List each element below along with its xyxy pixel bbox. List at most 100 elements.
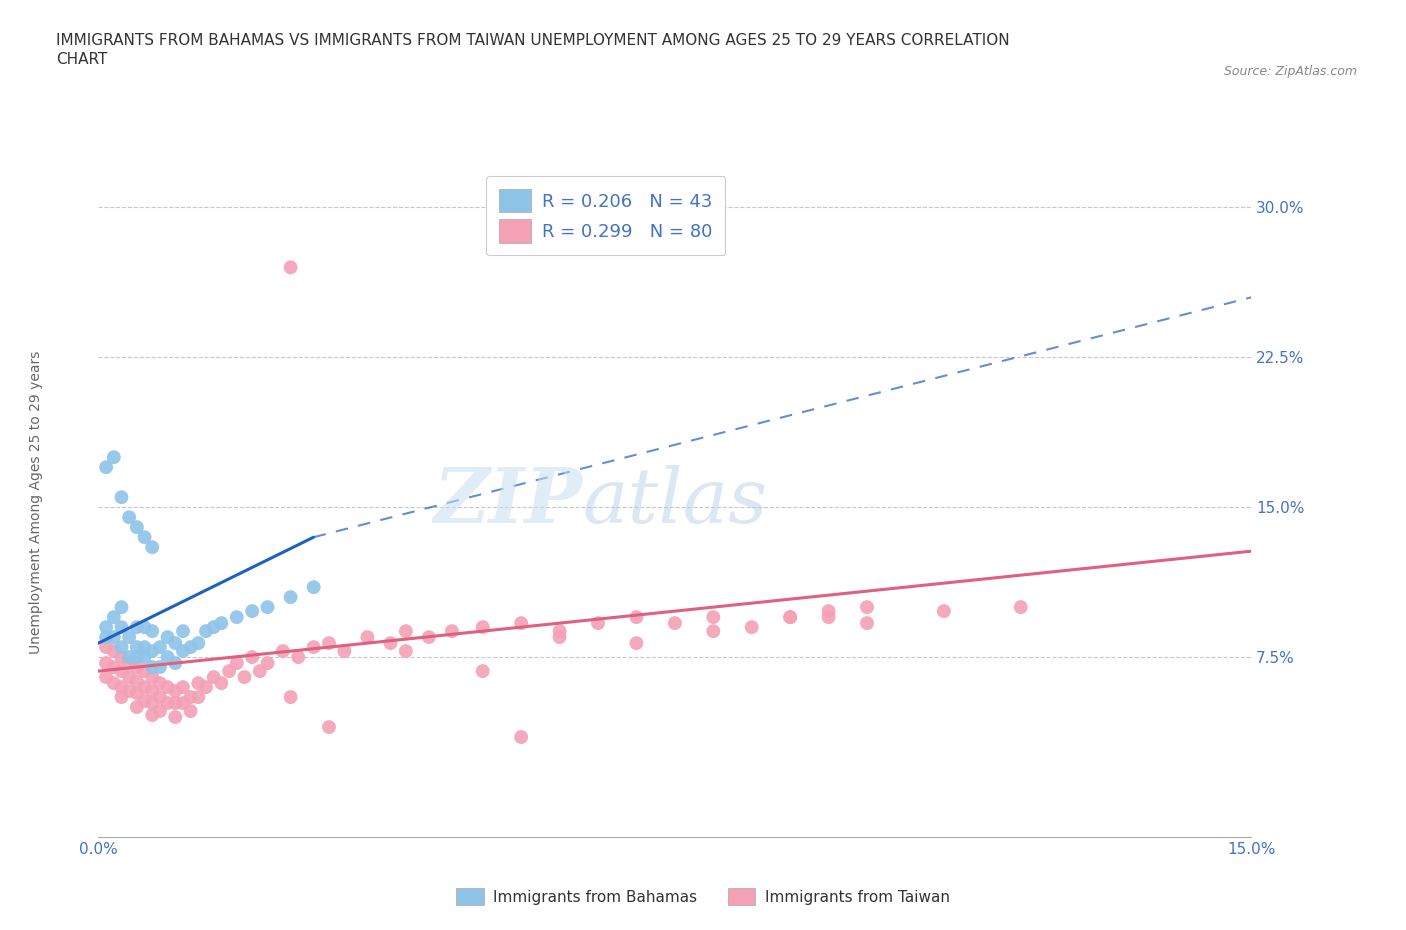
- Point: [240, 604, 263, 618]
- Point: [233, 670, 256, 684]
- Point: [94, 640, 117, 655]
- Point: [471, 664, 494, 679]
- Point: [172, 624, 194, 639]
- Point: [702, 624, 724, 639]
- Point: [94, 619, 117, 634]
- Point: [180, 704, 202, 719]
- Point: [118, 630, 141, 644]
- Point: [134, 530, 156, 545]
- Point: [110, 490, 132, 505]
- Point: [702, 610, 724, 625]
- Point: [195, 680, 218, 695]
- Point: [134, 680, 156, 695]
- Point: [256, 656, 278, 671]
- Point: [156, 680, 179, 695]
- Point: [202, 619, 225, 634]
- Point: [172, 696, 194, 711]
- Point: [318, 720, 340, 735]
- Point: [225, 610, 247, 625]
- Point: [664, 616, 686, 631]
- Point: [141, 708, 163, 723]
- Point: [440, 624, 463, 639]
- Point: [380, 636, 402, 651]
- Point: [103, 630, 125, 644]
- Point: [110, 600, 132, 615]
- Point: [103, 659, 125, 674]
- Point: [110, 650, 132, 665]
- Point: [195, 624, 218, 639]
- Point: [249, 664, 271, 679]
- Point: [302, 579, 325, 594]
- Point: [165, 636, 187, 651]
- Point: [333, 644, 356, 658]
- Point: [626, 636, 648, 651]
- Point: [141, 670, 163, 684]
- Point: [94, 630, 117, 644]
- Point: [125, 619, 148, 634]
- Point: [141, 539, 163, 554]
- Point: [156, 650, 179, 665]
- Point: [209, 616, 232, 631]
- Text: ZIP: ZIP: [434, 465, 582, 539]
- Point: [110, 619, 132, 634]
- Point: [395, 644, 418, 658]
- Point: [110, 664, 132, 679]
- Point: [118, 656, 141, 671]
- Point: [134, 664, 156, 679]
- Point: [287, 650, 309, 665]
- Point: [103, 450, 125, 465]
- Point: [141, 644, 163, 658]
- Point: [125, 685, 148, 700]
- Point: [318, 636, 340, 651]
- Point: [149, 704, 172, 719]
- Point: [165, 684, 187, 698]
- Point: [134, 694, 156, 709]
- Point: [165, 656, 187, 671]
- Point: [302, 640, 325, 655]
- Text: IMMIGRANTS FROM BAHAMAS VS IMMIGRANTS FROM TAIWAN UNEMPLOYMENT AMONG AGES 25 TO : IMMIGRANTS FROM BAHAMAS VS IMMIGRANTS FR…: [56, 33, 1010, 67]
- Point: [1010, 600, 1032, 615]
- Point: [118, 510, 141, 525]
- Point: [110, 690, 132, 705]
- Point: [271, 644, 294, 658]
- Point: [741, 619, 763, 634]
- Point: [94, 459, 117, 474]
- Point: [240, 650, 263, 665]
- Point: [209, 676, 232, 691]
- Point: [395, 624, 418, 639]
- Point: [94, 670, 117, 684]
- Point: [125, 673, 148, 688]
- Point: [172, 680, 194, 695]
- Point: [172, 644, 194, 658]
- Point: [180, 690, 202, 705]
- Point: [187, 676, 209, 691]
- Point: [932, 604, 955, 618]
- Point: [125, 659, 148, 674]
- Point: [141, 659, 163, 674]
- Point: [156, 630, 179, 644]
- Point: [418, 630, 440, 644]
- Text: Source: ZipAtlas.com: Source: ZipAtlas.com: [1223, 65, 1357, 78]
- Point: [548, 624, 571, 639]
- Point: [356, 630, 378, 644]
- Point: [280, 590, 302, 604]
- Text: atlas: atlas: [582, 465, 768, 539]
- Point: [856, 600, 879, 615]
- Point: [225, 656, 247, 671]
- Point: [134, 640, 156, 655]
- Point: [471, 619, 494, 634]
- Point: [125, 650, 148, 665]
- Point: [103, 676, 125, 691]
- Point: [134, 619, 156, 634]
- Point: [187, 690, 209, 705]
- Point: [125, 699, 148, 714]
- Point: [118, 650, 141, 665]
- Point: [187, 636, 209, 651]
- Point: [118, 684, 141, 698]
- Point: [118, 670, 141, 684]
- Point: [510, 730, 533, 745]
- Point: [510, 616, 533, 631]
- Point: [141, 684, 163, 698]
- Y-axis label: Unemployment Among Ages 25 to 29 years: Unemployment Among Ages 25 to 29 years: [30, 351, 44, 654]
- Point: [103, 644, 125, 658]
